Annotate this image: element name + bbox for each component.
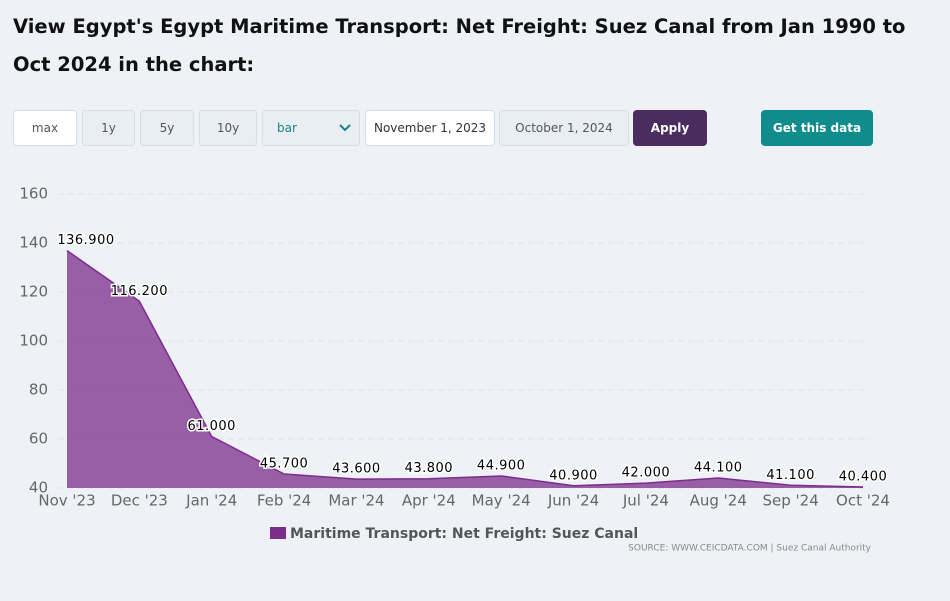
get-data-button[interactable]: Get this data (761, 110, 873, 146)
value-label: 41.100 (766, 468, 815, 483)
x-tick-label: Nov '23 (38, 492, 95, 510)
y-tick-label: 80 (29, 381, 48, 399)
x-tick-label: Dec '23 (111, 492, 168, 510)
value-label: 116.200 (111, 284, 168, 299)
range-button[interactable]: 1y (82, 110, 135, 146)
chart-type-select[interactable]: bar (262, 110, 360, 146)
value-label: 44.100 (694, 460, 743, 475)
y-tick-label: 100 (19, 332, 48, 350)
x-tick-label: Apr '24 (402, 492, 456, 510)
x-tick-label: Feb '24 (257, 492, 312, 510)
x-tick-label: Mar '24 (328, 492, 384, 510)
line (66, 249, 864, 488)
select-value: bar (277, 121, 297, 135)
x-tick-label: Jun '24 (547, 492, 599, 510)
x-tick-label: Aug '24 (690, 492, 747, 510)
y-tick-label: 60 (29, 430, 48, 448)
x-tick-label: May '24 (472, 492, 531, 510)
legend-label: Maritime Transport: Net Freight: Suez Ca… (290, 526, 638, 542)
value-label: 43.800 (405, 461, 454, 476)
range-button[interactable]: 5y (140, 110, 194, 146)
chart: 40 60 80 100 120 140 160 Nov '23 Dec '23 Jan '24 F… (19, 185, 890, 554)
end-date-input[interactable]: October 1, 2024 (499, 110, 629, 146)
range-button[interactable]: 10y (199, 110, 257, 146)
y-tick-label: 140 (19, 234, 48, 252)
area (67, 250, 863, 488)
x-tick-label: Sep '24 (763, 492, 819, 510)
value-label: 42.000 (622, 466, 671, 481)
chevron (339, 124, 351, 132)
value-label: 61.000 (187, 419, 236, 434)
legend-swatch (270, 527, 286, 539)
value-label: 136.900 (57, 233, 114, 248)
page-title: View Egypt's Egypt Maritime Transport: N… (13, 15, 906, 76)
y-tick-label: 120 (19, 283, 48, 301)
value-label: 44.900 (477, 458, 526, 473)
value-label: 45.700 (260, 457, 309, 472)
x-tick-label: Jan '24 (185, 492, 237, 510)
value-label: 40.400 (839, 470, 888, 485)
range-button[interactable]: max (13, 110, 77, 146)
x-tick-label: Jul '24 (622, 492, 669, 510)
apply-button[interactable]: Apply (633, 110, 707, 146)
y-tick-label: 160 (19, 185, 48, 203)
x-tick-label: Oct '24 (836, 492, 890, 510)
value-label: 43.600 (332, 462, 381, 477)
value-label: 40.900 (549, 468, 598, 483)
start-date-input[interactable]: November 1, 2023 (365, 110, 495, 146)
y-tick-label: 40 (29, 479, 48, 497)
source: SOURCE: WWW.CEICDATA.COM | Suez Canal Au… (628, 544, 872, 554)
